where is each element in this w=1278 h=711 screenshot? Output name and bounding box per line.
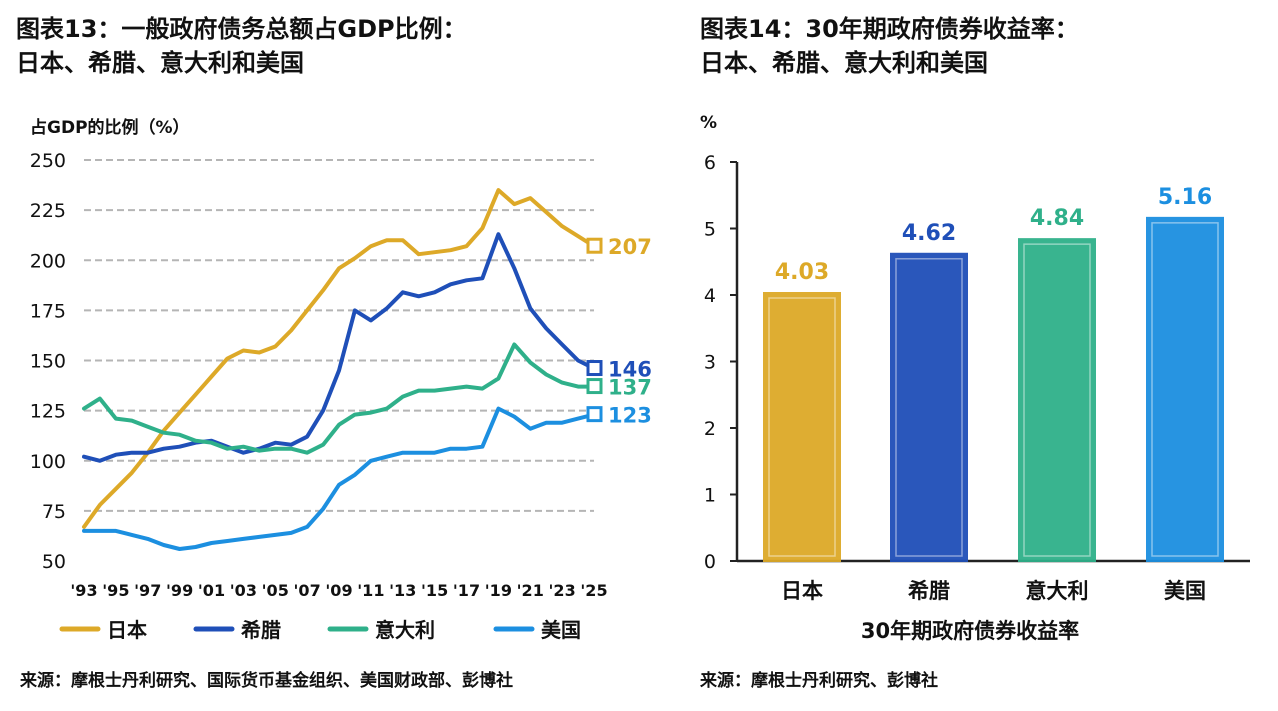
x-tick-label: '09 (325, 581, 352, 600)
chart-title-left-line2: 日本、希腊、意大利和美国 (16, 49, 304, 77)
x-tick-label: '25 (580, 581, 607, 600)
series-end-marker (586, 360, 603, 377)
x-category-label: 美国 (1164, 579, 1206, 603)
y-axis-label-right: % (700, 113, 718, 133)
bar-value-label: 4.62 (902, 221, 956, 246)
bar-hatch (895, 258, 963, 557)
chart-title-right-line2: 日本、希腊、意大利和美国 (700, 49, 988, 77)
y-tick-label: 75 (42, 501, 66, 523)
x-category-label: 希腊 (908, 579, 950, 603)
bar-hatch (1151, 222, 1219, 557)
y-tick-label: 125 (30, 401, 66, 423)
series-end-marker (586, 237, 603, 254)
series-end-label: 146 (608, 358, 652, 382)
series-end-marker (586, 378, 603, 395)
x-tick-label: '97 (134, 581, 161, 600)
legend-label: 意大利 (375, 618, 435, 642)
x-tick-label: '23 (549, 581, 576, 600)
series-line (82, 188, 596, 529)
chart-title-left-line1: 图表13：一般政府债务总额占GDP比例： (16, 15, 467, 43)
x-tick-label: '15 (421, 581, 448, 600)
x-tick-label: '07 (294, 581, 321, 600)
bar-value-label: 4.84 (1030, 206, 1084, 231)
series-end-label: 123 (608, 404, 652, 428)
x-tick-label: '21 (517, 581, 544, 600)
bar (1018, 238, 1096, 562)
bar-value-label: 5.16 (1158, 185, 1212, 210)
bar (890, 252, 968, 563)
x-category-label: 意大利 (1026, 579, 1089, 603)
y-axis-label-left: 占GDP的比例（%） (30, 118, 190, 138)
series-line (82, 232, 596, 463)
x-tick-label: '19 (485, 581, 512, 600)
y-tick-label: 2 (704, 418, 716, 440)
source-note-left: 来源：摩根士丹利研究、国际货币基金组织、美国财政部、彭博社 (20, 671, 513, 691)
legend-label: 日本 (107, 618, 147, 642)
series-end-marker (586, 406, 603, 423)
y-tick-label: 6 (704, 152, 716, 174)
x-tick-label: '11 (357, 581, 384, 600)
bar (1146, 216, 1224, 563)
legend-label: 美国 (541, 618, 581, 642)
bar (763, 292, 841, 562)
x-category-label: 日本 (781, 579, 823, 603)
line-chart-debt-to-gdp: 250 225 200 175 150 125 100 75 50'93 '95 '97 '99 '01… (30, 150, 652, 642)
bar-value-label: 4.03 (775, 260, 829, 285)
bar-hatch (768, 297, 836, 557)
y-tick-label: 175 (30, 300, 66, 322)
series-line (82, 406, 596, 551)
chart-title-left: 图表13：一般政府债务总额占GDP比例： 日本、希腊、意大利和美国 (16, 12, 467, 80)
x-tick-label: '93 (70, 581, 97, 600)
x-tick-label: '05 (262, 581, 289, 600)
y-tick-label: 225 (30, 200, 66, 222)
y-tick-label: 50 (42, 551, 66, 573)
y-tick-label: 1 (704, 485, 716, 507)
source-note-right: 来源：摩根士丹利研究、彭博社 (700, 671, 938, 691)
y-tick-label: 150 (30, 351, 66, 373)
y-tick-label: 250 (30, 150, 66, 172)
y-tick-label: 200 (30, 250, 66, 272)
x-tick-label: '01 (198, 581, 225, 600)
y-tick-label: 0 (704, 551, 716, 573)
x-tick-label: '13 (389, 581, 416, 600)
series-line (82, 342, 596, 455)
x-axis-title: 30年期政府债券收益率 (861, 619, 1079, 643)
legend-label: 希腊 (241, 618, 281, 642)
chart-title-right: 图表14：30年期政府债券收益率： 日本、希腊、意大利和美国 (700, 12, 1079, 80)
bar-chart-bond-yield: 6 5 4 3 2 1 0 4.03 日本 4.62 希腊 4.84 意大利 5.16 美国 30年期政府债券… (704, 152, 1250, 643)
y-tick-label: 4 (704, 285, 716, 307)
x-tick-label: '95 (102, 581, 129, 600)
x-tick-label: '99 (166, 581, 193, 600)
y-tick-label: 100 (30, 451, 66, 473)
x-tick-label: '03 (230, 581, 257, 600)
series-end-label: 207 (608, 235, 652, 259)
chart-title-right-line1: 图表14：30年期政府债券收益率： (700, 15, 1079, 43)
y-tick-label: 3 (704, 352, 716, 374)
bar-hatch (1023, 243, 1091, 557)
y-tick-label: 5 (704, 219, 716, 241)
series-end-label: 137 (608, 376, 652, 400)
x-tick-label: '17 (453, 581, 480, 600)
